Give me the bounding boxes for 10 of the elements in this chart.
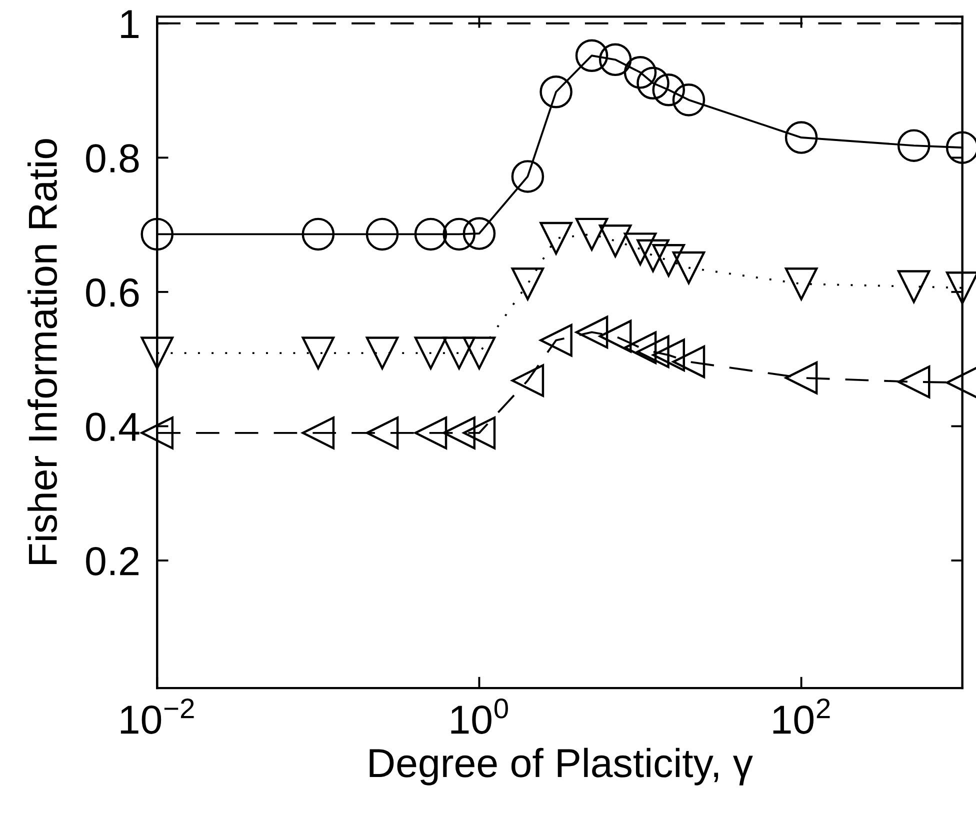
y-tick-label: 1 [121, 10, 139, 38]
y-tick-label: 0.8 [86, 144, 139, 173]
x-tick-label: 10$^{−2}$ [120, 698, 194, 734]
y-tick-label: 0.4 [86, 412, 140, 442]
x-axis-title: Degree of Plasticity, γ [370, 748, 753, 786]
y-tick-label: 0.6 [86, 278, 139, 307]
x-tick-label: 10$^{0}$ [451, 698, 508, 734]
x-tick-label: 10$^{2}$ [773, 698, 830, 734]
y-axis-title: Fisher Information Ratio [27, 139, 58, 564]
y-tick-label: 0.2 [86, 546, 138, 576]
